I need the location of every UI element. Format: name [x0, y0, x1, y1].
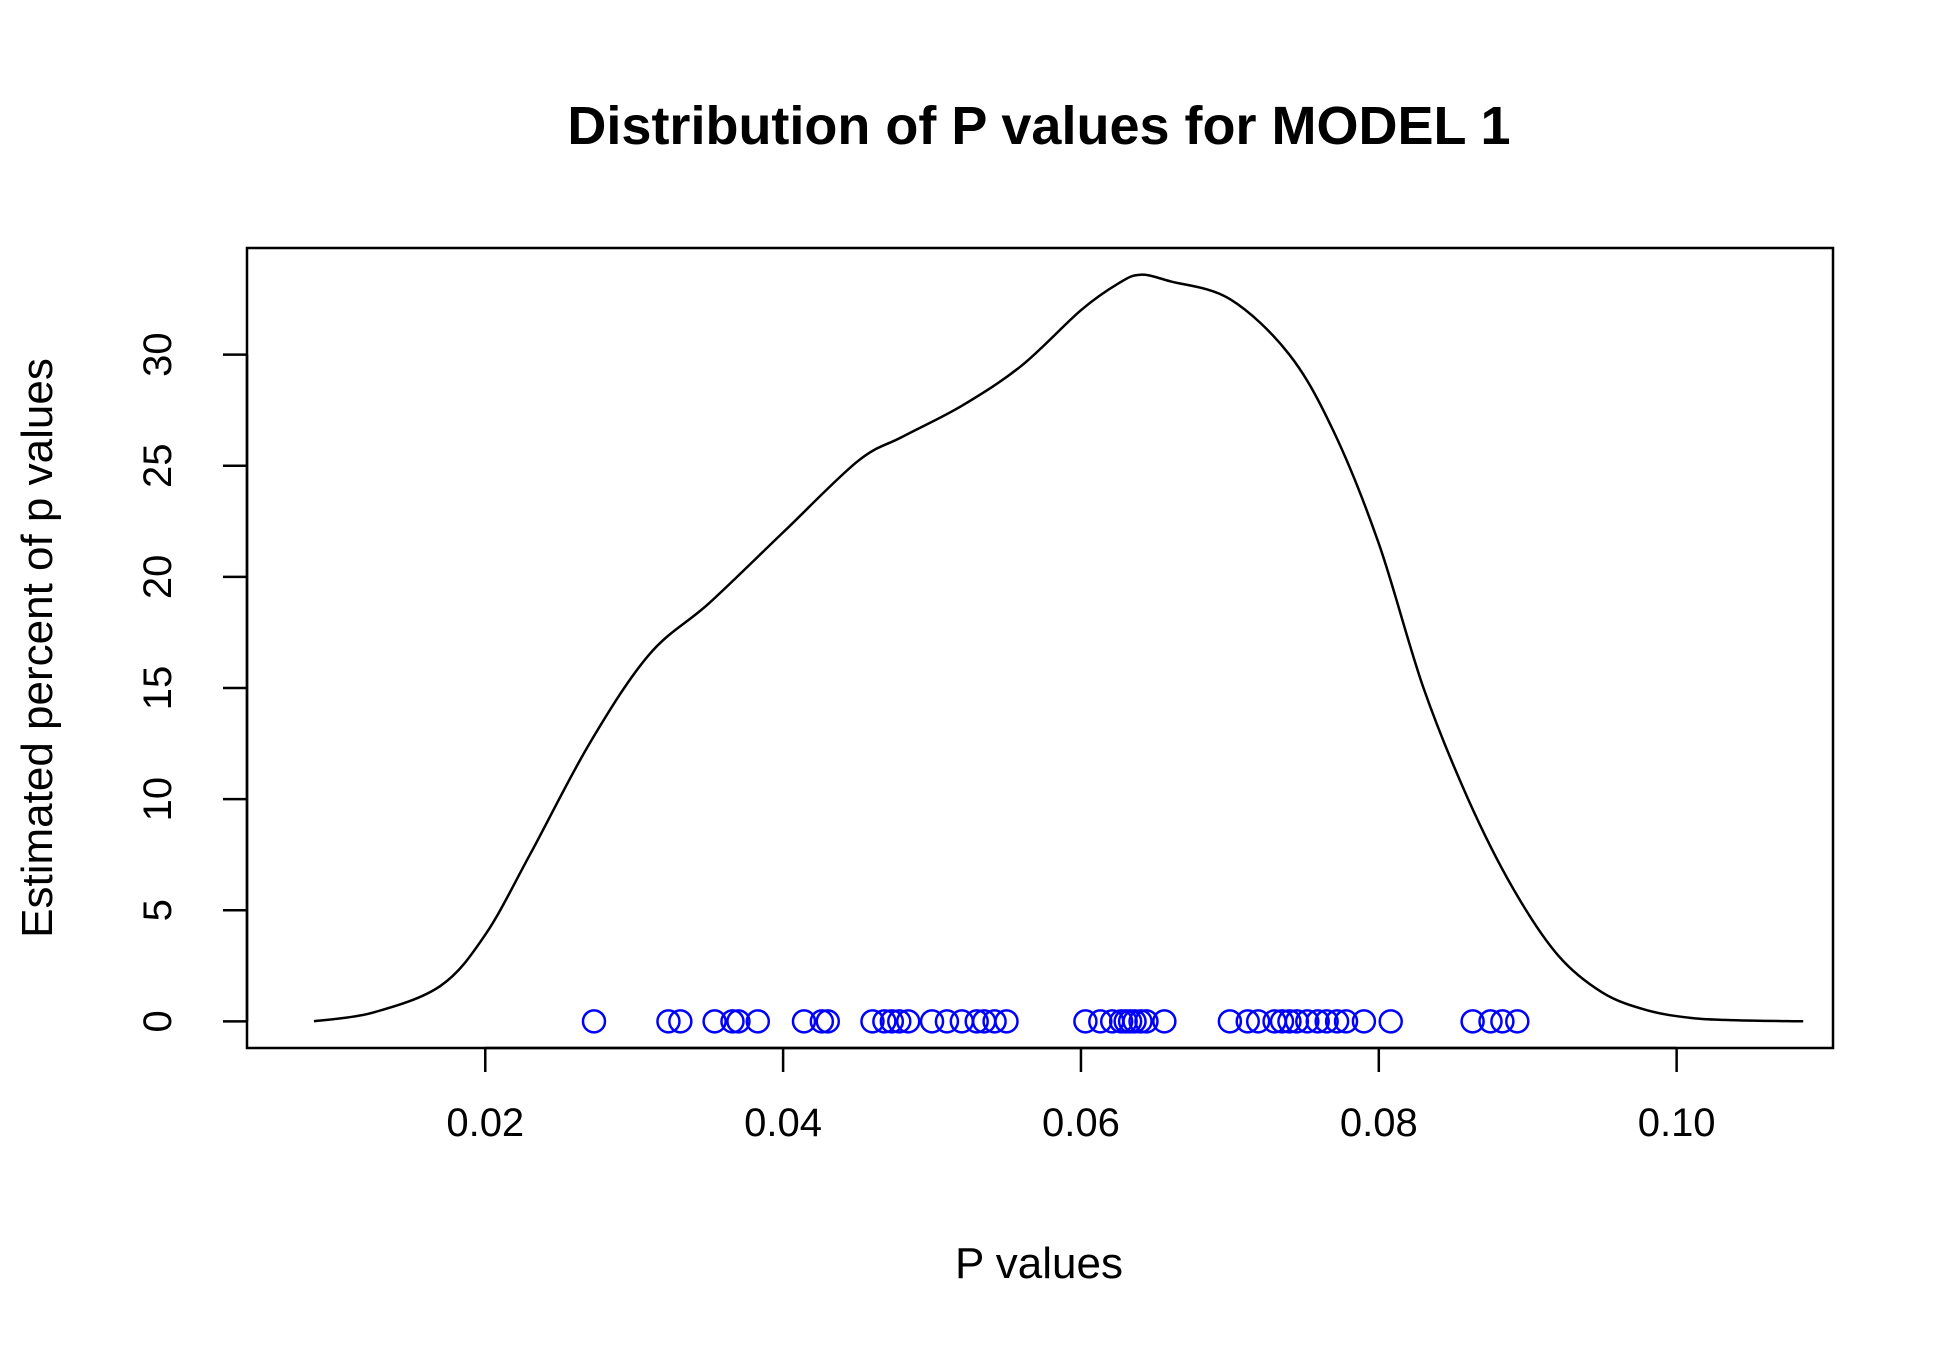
- rug-point: [1269, 1009, 1295, 1034]
- rug-point: [809, 1009, 835, 1034]
- rug-point: [934, 1009, 960, 1034]
- rug-point: [815, 1009, 841, 1034]
- rug-point: [887, 1009, 912, 1034]
- y-tick-label: 0: [136, 1010, 180, 1032]
- rug-point: [1378, 1009, 1403, 1034]
- rug-point: [1217, 1009, 1243, 1034]
- x-tick-label: 0.06: [1042, 1101, 1120, 1145]
- rug-point: [1277, 1009, 1302, 1034]
- rug-point: [1235, 1009, 1260, 1034]
- rug-point: [1295, 1009, 1320, 1034]
- x-tick-label: 0.02: [446, 1101, 524, 1145]
- x-tick-label: 0.08: [1340, 1101, 1418, 1145]
- rug-point: [919, 1009, 945, 1034]
- chart-title: Distribution of P values for MODEL 1: [567, 96, 1510, 156]
- rug-point: [982, 1009, 1007, 1034]
- rug-point: [1073, 1009, 1098, 1034]
- density-line: [313, 273, 1804, 1023]
- rug-point: [994, 1009, 1019, 1034]
- x-tick-label: 0.04: [744, 1101, 822, 1145]
- rug-point: [1152, 1009, 1177, 1034]
- rug-point: [964, 1009, 989, 1034]
- x-axis-label: P values: [955, 1239, 1123, 1288]
- y-tick-label: 15: [136, 666, 180, 711]
- rug-point: [720, 1009, 745, 1034]
- rug-point: [1460, 1009, 1485, 1034]
- y-axis: 0 5 10 15 20 25 30: [136, 332, 249, 1032]
- rug-point: [745, 1009, 771, 1034]
- rug-point: [1122, 1009, 1147, 1034]
- y-tick-label: 25: [136, 444, 180, 489]
- rug-point: [895, 1009, 921, 1034]
- rug-point: [726, 1009, 751, 1034]
- rug-point: [1134, 1009, 1159, 1034]
- rug-point: [656, 1009, 681, 1034]
- rug-point: [1351, 1009, 1377, 1034]
- rug-point: [581, 1009, 607, 1034]
- rug-point: [872, 1009, 897, 1034]
- rug-point: [791, 1009, 817, 1034]
- x-tick-label: 0.10: [1638, 1101, 1716, 1145]
- rug-point: [668, 1009, 693, 1034]
- rug-point: [1505, 1009, 1530, 1034]
- y-axis-label: Estimated percent of p values: [13, 358, 62, 938]
- rug-point: [1305, 1009, 1330, 1034]
- rug-point: [1128, 1009, 1153, 1034]
- x-axis: 0.02 0.04 0.06 0.08 0.10: [446, 1046, 1716, 1145]
- y-tick-label: 20: [136, 555, 180, 600]
- rug-point: [1314, 1009, 1339, 1034]
- rug-point: [1324, 1009, 1350, 1034]
- rug-point: [879, 1009, 905, 1034]
- rug-point: [1490, 1009, 1515, 1034]
- y-tick-label: 5: [136, 899, 180, 921]
- rug-point: [702, 1009, 727, 1034]
- plot-frame: [245, 246, 1835, 1050]
- rug-point: [1333, 1009, 1359, 1034]
- y-tick-label: 30: [136, 332, 180, 377]
- rug-points: [581, 1009, 1530, 1034]
- rug-point: [1245, 1009, 1271, 1034]
- rug-point: [1478, 1009, 1503, 1034]
- rug-point: [860, 1009, 885, 1034]
- y-tick-label: 10: [136, 777, 180, 822]
